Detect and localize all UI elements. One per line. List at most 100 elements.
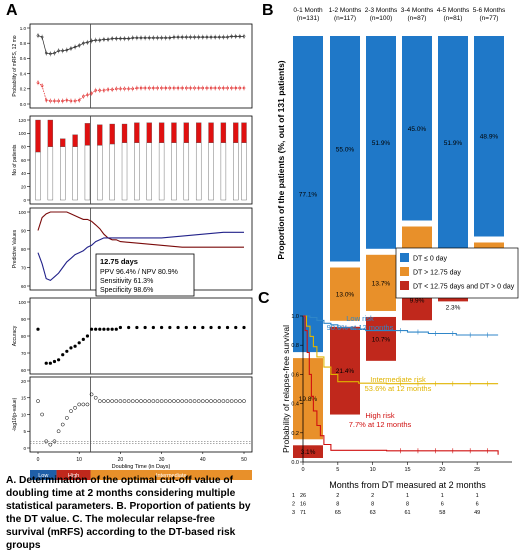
y-tick-label: 60: [21, 158, 27, 163]
x-tick-label: 25: [474, 467, 480, 473]
risk-segment-low: [30, 470, 57, 480]
data-point: [106, 327, 110, 331]
annotation-line: Sensitivity 61.3%: [100, 278, 153, 285]
data-point: [229, 399, 234, 403]
data-point: [151, 399, 156, 403]
data-point: [135, 399, 139, 403]
x-tick-label: 0: [37, 457, 40, 463]
category-label: 0-1 Month: [293, 7, 323, 14]
risk-cell: 49: [474, 510, 480, 516]
legend-swatch: [400, 281, 409, 290]
curve-label: Low risk: [346, 314, 374, 323]
panel-b-proportions: 0-1 Month(n=131) 77.1% 19.8% 3.1% 1-2 Months…: [276, 7, 519, 458]
data-point: [225, 325, 230, 330]
data-point: [94, 327, 98, 331]
data-point: [176, 325, 180, 330]
data-point: [234, 325, 238, 330]
legend-label: DT < 12.75 days and DT > 0 day: [413, 284, 515, 291]
data-point: [106, 399, 110, 403]
y-tick-label: 100: [18, 300, 26, 305]
data-point: [184, 399, 189, 403]
data-point: [188, 399, 193, 403]
risk-cell: 61: [404, 510, 410, 516]
y-tick-label: 120: [18, 118, 26, 123]
bar-high: [97, 124, 103, 146]
y-tick-label: 80: [21, 247, 27, 252]
y-tick-label: 40: [21, 171, 27, 176]
risk-segment-label: Low: [38, 473, 48, 479]
data-point: [114, 327, 118, 331]
data-point: [176, 399, 180, 403]
bar-high: [183, 122, 189, 143]
y-tick-label: 0.0: [291, 460, 299, 466]
category-label: (n=100): [370, 15, 393, 22]
data-point: [40, 412, 44, 417]
data-point: [168, 325, 172, 330]
category-label: 3-4 Months: [401, 7, 434, 14]
risk-cell: 1: [406, 493, 409, 499]
data-point: [102, 399, 106, 403]
data-point: [127, 325, 131, 330]
risk-segment-label: High: [68, 473, 79, 479]
bar-low: [121, 142, 128, 201]
y-tick-label: 20: [21, 379, 27, 384]
bar-segment: [330, 36, 360, 262]
annotation-line: Specificity 98.6%: [100, 287, 153, 294]
y-tick-label: 0.6: [291, 372, 299, 378]
data-label: 9.9%: [410, 297, 425, 304]
y-tick-label: 0.4: [20, 71, 27, 76]
figure-caption: A. Determination of the optimal cut-off …: [6, 475, 251, 551]
bar-high: [146, 122, 152, 143]
annotation-line: PPV 96.4% / NPV 80.9%: [100, 269, 178, 276]
bar-high: [72, 134, 78, 147]
data-point: [196, 399, 201, 403]
data-point: [118, 399, 123, 403]
data-point: [155, 399, 160, 403]
bar-high: [84, 123, 91, 146]
category-label: 1-2 Months: [329, 7, 362, 14]
y-tick-label: 70: [21, 351, 27, 356]
data-point: [110, 399, 115, 403]
data-label: 13.7%: [372, 280, 391, 287]
bar-low: [195, 142, 202, 201]
x-axis-label: Doubling Time (in Days): [112, 464, 171, 470]
bar-high: [134, 122, 140, 143]
y-tick-label: 0.0: [20, 102, 27, 107]
bar-segment: [402, 36, 432, 221]
bar-segment: [474, 36, 504, 237]
data-label: 3.1%: [301, 449, 316, 456]
bar-low: [109, 143, 115, 201]
y-tick-label: 80: [21, 144, 27, 149]
panel-a4-accuracy-frame: [29, 297, 253, 375]
risk-row-id: 2: [292, 502, 295, 508]
data-point: [48, 361, 52, 365]
y-tick-label: 90: [21, 317, 27, 322]
bar-low: [146, 142, 152, 201]
x-tick-label: 20: [118, 457, 124, 463]
x-tick-label: 40: [200, 457, 206, 463]
legend-swatch: [400, 253, 409, 262]
x-tick-label: 50: [241, 457, 247, 463]
x-tick-label: 10: [76, 457, 82, 463]
data-point: [130, 399, 135, 403]
curve-note: 53.6% at 12 months: [365, 384, 432, 393]
x-tick-label: 0: [301, 467, 304, 473]
risk-cell: 8: [406, 502, 409, 508]
category-label: (n=117): [334, 15, 356, 22]
y-tick-label: 1.0: [291, 314, 299, 320]
legend-box: [395, 247, 519, 299]
bar-segment: [330, 267, 360, 321]
data-point: [172, 399, 176, 403]
data-point: [81, 402, 86, 407]
bar-high: [60, 138, 66, 147]
data-point: [118, 325, 122, 330]
series-line: [37, 82, 244, 102]
bar-high: [220, 122, 227, 143]
y-tick-label: 10: [21, 412, 27, 417]
data-label: 55.0%: [336, 146, 355, 153]
data-point: [135, 325, 139, 330]
panel-a2-counts: 0 20 40 60 80 100 120 No of patients: [12, 115, 253, 205]
data-point: [36, 327, 40, 331]
y-tick-label: 15: [21, 396, 27, 401]
data-point: [98, 327, 102, 331]
